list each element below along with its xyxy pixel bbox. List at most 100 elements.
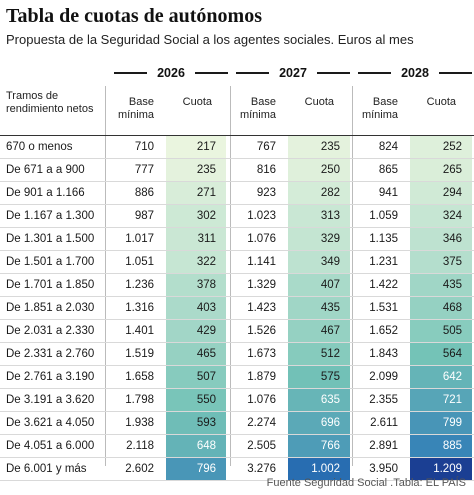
tramo-label: De 1.301 a 1.500 — [6, 233, 95, 245]
base-minima-2026-cell: 1.798 — [125, 394, 154, 406]
cuota-2028-cell: 505 — [410, 320, 472, 342]
base-minima-2028-cell: 941 — [378, 187, 398, 199]
cuota-header-2026: Cuota — [182, 96, 212, 108]
tramo-label: De 1.851 a 2.030 — [6, 302, 95, 314]
tramo-label: De 1.167 a 1.300 — [6, 210, 95, 222]
table-row: De 1.701 a 1.850 1.236 378 1.329 407 1.422 435 — [0, 274, 474, 297]
base-minima-2026-cell: 1.017 — [125, 233, 154, 245]
cuota-2028-cell: 375 — [410, 251, 472, 273]
table-row: De 901 a 1.166 886 271 923 282 941 294 — [0, 182, 474, 205]
base-minima-2028-cell: 1.422 — [369, 279, 398, 291]
base-minima-2026-cell: 777 — [134, 164, 154, 176]
cuota-2028-cell: 721 — [410, 389, 472, 411]
table-row: De 1.301 a 1.500 1.017 311 1.076 329 1.135 346 — [0, 228, 474, 251]
base-minima-2027-cell: 1.673 — [247, 348, 276, 360]
cuota-2027-cell: 313 — [288, 205, 350, 227]
year-header-2026: 2026 — [114, 63, 228, 83]
base-minima-2028-cell: 1.231 — [369, 256, 398, 268]
base-minima-2027-cell: 1.879 — [247, 371, 276, 383]
cuota-2026-cell: 593 — [166, 412, 226, 434]
cuota-2026-cell: 465 — [166, 343, 226, 365]
cuota-2027-cell: 635 — [288, 389, 350, 411]
base-minima-2028-cell: 2.099 — [369, 371, 398, 383]
table-row: De 3.621 a 4.050 1.938 593 2.274 696 2.611 799 — [0, 412, 474, 435]
base-minima-2026-cell: 987 — [134, 210, 154, 222]
base-minima-2028-cell: 1.843 — [369, 348, 398, 360]
header-rule — [0, 135, 474, 136]
cuota-2028-cell: 468 — [410, 297, 472, 319]
base-minima-2027-cell: 2.274 — [247, 417, 276, 429]
table-row: De 6.001 y más 2.602 796 3.276 1.002 3.950 1.2… — [0, 458, 474, 481]
base-minima-2026-cell: 2.602 — [125, 463, 154, 475]
tramo-label: De 2.031 a 2.330 — [6, 325, 95, 337]
year-label: 2028 — [391, 66, 439, 80]
cuota-2026-cell: 429 — [166, 320, 226, 342]
cuota-2026-cell: 217 — [166, 136, 226, 158]
cuota-2026-cell: 796 — [166, 458, 226, 480]
cuota-header-2027: Cuota — [304, 96, 334, 108]
cuota-2028-cell: 435 — [410, 274, 472, 296]
cuota-2028-cell: 1.209 — [410, 458, 472, 480]
table-row: De 1.501 a 1.700 1.051 322 1.141 349 1.231 375 — [0, 251, 474, 274]
tramo-label: De 3.191 a 3.620 — [6, 394, 95, 406]
column-divider — [352, 86, 353, 466]
cuota-2027-cell: 349 — [288, 251, 350, 273]
cuota-2027-cell: 329 — [288, 228, 350, 250]
page-subtitle: Propuesta de la Seguridad Social a los a… — [6, 32, 414, 47]
base-minima-2028-cell: 1.652 — [369, 325, 398, 337]
year-headers: 2026 2027 2028 — [108, 63, 474, 83]
year-label: 2026 — [147, 66, 195, 80]
cuota-2028-cell: 252 — [410, 136, 472, 158]
cuota-2026-cell: 507 — [166, 366, 226, 388]
year-label: 2027 — [269, 66, 317, 80]
cuota-2028-cell: 324 — [410, 205, 472, 227]
table-row: De 1.851 a 2.030 1.316 403 1.423 435 1.531 468 — [0, 297, 474, 320]
cuota-2028-cell: 294 — [410, 182, 472, 204]
table-row: De 671 a a 900 777 235 816 250 865 265 — [0, 159, 474, 182]
base-minima-2027-cell: 816 — [256, 164, 276, 176]
base-minima-2028-cell: 824 — [378, 141, 398, 153]
base-minima-2026-cell: 1.519 — [125, 348, 154, 360]
table-row: 670 o menos 710 217 767 235 824 252 — [0, 136, 474, 159]
table-row: De 2.331 a 2.760 1.519 465 1.673 512 1.843 564 — [0, 343, 474, 366]
cuota-header-2028: Cuota — [426, 96, 456, 108]
cuota-2028-cell: 642 — [410, 366, 472, 388]
base-minima-2028-cell: 3.950 — [369, 463, 398, 475]
tramo-label: De 2.761 a 3.190 — [6, 371, 95, 383]
base-minima-2027-cell: 1.526 — [247, 325, 276, 337]
base-minima-2027-cell: 1.076 — [247, 233, 276, 245]
cuota-2027-cell: 250 — [288, 159, 350, 181]
base-minima-2026-cell: 2.118 — [126, 440, 154, 452]
tramo-label: De 2.331 a 2.760 — [6, 348, 95, 360]
cuota-2026-cell: 403 — [166, 297, 226, 319]
base-minima-2028-cell: 1.531 — [369, 302, 398, 314]
table-row: De 2.761 a 3.190 1.658 507 1.879 575 2.099 642 — [0, 366, 474, 389]
cuota-2027-cell: 282 — [288, 182, 350, 204]
cuota-2027-cell: 1.002 — [288, 458, 350, 480]
tramo-label: De 1.501 a 1.700 — [6, 256, 95, 268]
tramo-label: De 901 a 1.166 — [6, 187, 85, 199]
cuota-2026-cell: 271 — [166, 182, 226, 204]
page-title: Tabla de cuotas de autónomos — [6, 5, 262, 27]
table-row: De 1.167 a 1.300 987 302 1.023 313 1.059 324 — [0, 205, 474, 228]
base-minima-2027-cell: 1.423 — [247, 302, 276, 314]
column-divider — [105, 86, 106, 466]
base-minima-2026-cell: 1.401 — [125, 325, 154, 337]
cuota-2028-cell: 564 — [410, 343, 472, 365]
base-minima-2026-cell: 1.316 — [125, 302, 154, 314]
base-minima-2027-cell: 1.076 — [247, 394, 276, 406]
base-minima-header-2026: Base mínima — [117, 96, 154, 121]
cuota-2027-cell: 467 — [288, 320, 350, 342]
base-minima-2026-cell: 1.236 — [125, 279, 154, 291]
base-minima-2027-cell: 3.276 — [247, 463, 276, 475]
tramo-label: De 6.001 y más — [6, 463, 87, 475]
cuota-2026-cell: 550 — [166, 389, 226, 411]
cuota-2027-cell: 407 — [288, 274, 350, 296]
year-header-2028: 2028 — [358, 63, 472, 83]
base-minima-2026-cell: 1.051 — [125, 256, 154, 268]
column-header-row: Tramos de rendimiento netos Base mínima … — [0, 84, 474, 136]
base-minima-2028-cell: 2.891 — [369, 440, 398, 452]
tramo-label: De 3.621 a 4.050 — [6, 417, 95, 429]
source-note: Fuente Seguridad Social .Tabla: EL PAÍS — [266, 477, 466, 489]
tramos-header: Tramos de rendimiento netos — [6, 90, 94, 115]
